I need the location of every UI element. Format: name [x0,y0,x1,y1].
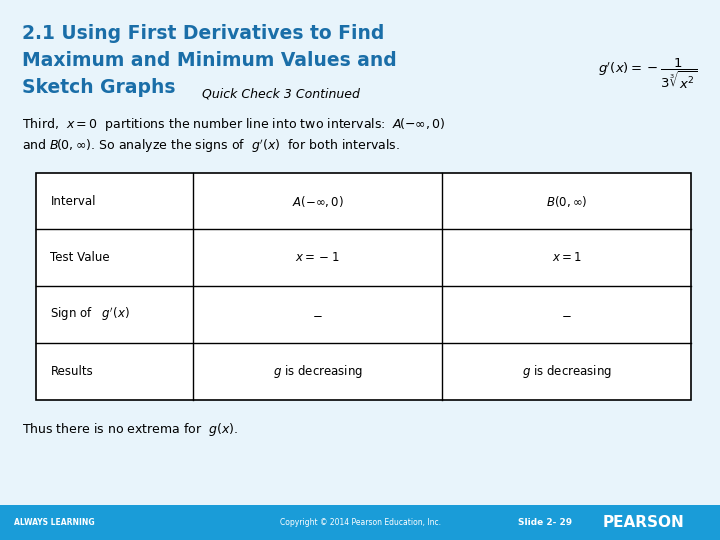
Text: and $B\!\left(0,\infty\right)$. So analyze the signs of  $g'(x)$  for both inter: and $B\!\left(0,\infty\right)$. So analy… [22,138,400,155]
Text: Third,  $x=0$  partitions the number line into two intervals:  $A\!\left(-\infty: Third, $x=0$ partitions the number line … [22,116,445,133]
Text: ALWAYS LEARNING: ALWAYS LEARNING [14,518,95,527]
Text: $g'(x)=-\dfrac{1}{3\sqrt[3]{x^2}}$: $g'(x)=-\dfrac{1}{3\sqrt[3]{x^2}}$ [598,57,697,91]
Text: Thus there is no extrema for  $g(x)$.: Thus there is no extrema for $g(x)$. [22,421,238,438]
Text: $g$ is decreasing: $g$ is decreasing [522,363,612,380]
Text: 2.1 Using First Derivatives to Find: 2.1 Using First Derivatives to Find [22,24,384,43]
FancyBboxPatch shape [0,505,720,540]
Text: Copyright © 2014 Pearson Education, Inc.: Copyright © 2014 Pearson Education, Inc. [279,518,441,527]
FancyBboxPatch shape [0,0,720,508]
Text: $x=-1$: $x=-1$ [295,251,340,265]
Text: $-$: $-$ [312,308,323,321]
FancyBboxPatch shape [36,173,691,400]
Text: Slide 2- 29: Slide 2- 29 [518,518,572,527]
Text: Interval: Interval [50,194,96,208]
Text: Test Value: Test Value [50,251,110,265]
Text: $A(-\infty,0)$: $A(-\infty,0)$ [292,194,343,208]
Text: $-$: $-$ [562,308,572,321]
Text: Results: Results [50,364,93,378]
Text: $g$ is decreasing: $g$ is decreasing [273,363,363,380]
Text: Maximum and Minimum Values and: Maximum and Minimum Values and [22,51,396,70]
Text: $x=1$: $x=1$ [552,251,582,265]
Text: $B(0,\infty)$: $B(0,\infty)$ [546,194,588,208]
Text: Quick Check 3 Continued: Quick Check 3 Continued [202,87,359,100]
Text: PEARSON: PEARSON [602,515,684,530]
Text: Sign of   $g'(x)$: Sign of $g'(x)$ [50,306,130,323]
Text: Sketch Graphs: Sketch Graphs [22,78,175,97]
